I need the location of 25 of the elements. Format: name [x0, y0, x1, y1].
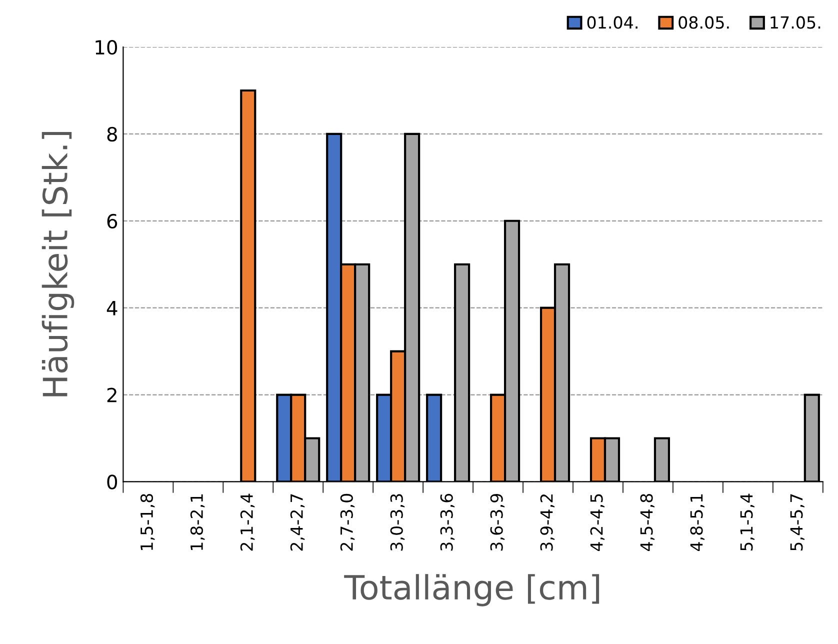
x-tick-label: 2,7-3,0	[340, 494, 355, 551]
x-tick-label: 1,5-1,8	[140, 494, 155, 550]
y-axis-title: Häufigkeit [Stk.]	[42, 132, 74, 396]
x-tick-label: 4,2-4,5	[590, 494, 605, 552]
legend-label: 17.05.	[770, 16, 820, 29]
y-tick-label: 10	[96, 40, 118, 55]
y-tick-label: 2	[107, 388, 116, 402]
legend-label: 08.05.	[678, 16, 729, 29]
x-tick-label: 3,6-3,9	[490, 494, 505, 551]
y-tick-label: 6	[107, 214, 118, 229]
x-tick-label: 3,9-4,2	[540, 494, 555, 551]
x-axis-title: Totallänge [cm]	[344, 574, 600, 606]
x-tick-label: 1,8-2,1	[190, 494, 205, 550]
y-tick-label: 4	[106, 301, 118, 316]
legend-label: 01.04.	[587, 16, 638, 29]
x-tick-label: 3,3-3,6	[440, 494, 455, 551]
x-tick-label: 5,4-5,7	[790, 494, 804, 551]
y-tick-label: 8	[107, 126, 117, 142]
x-tick-label: 5,1-5,4	[740, 494, 754, 551]
x-tick-label: 3,0-3,3	[390, 494, 405, 551]
x-tick-label: 2,4-2,7	[290, 494, 305, 551]
x-tick-label: 4,5-4,8	[640, 494, 655, 552]
x-tick-label: 4,8-5,1	[690, 494, 704, 552]
x-tick-label: 2,1-2,4	[240, 494, 255, 551]
y-tick-label: 0	[107, 474, 118, 490]
